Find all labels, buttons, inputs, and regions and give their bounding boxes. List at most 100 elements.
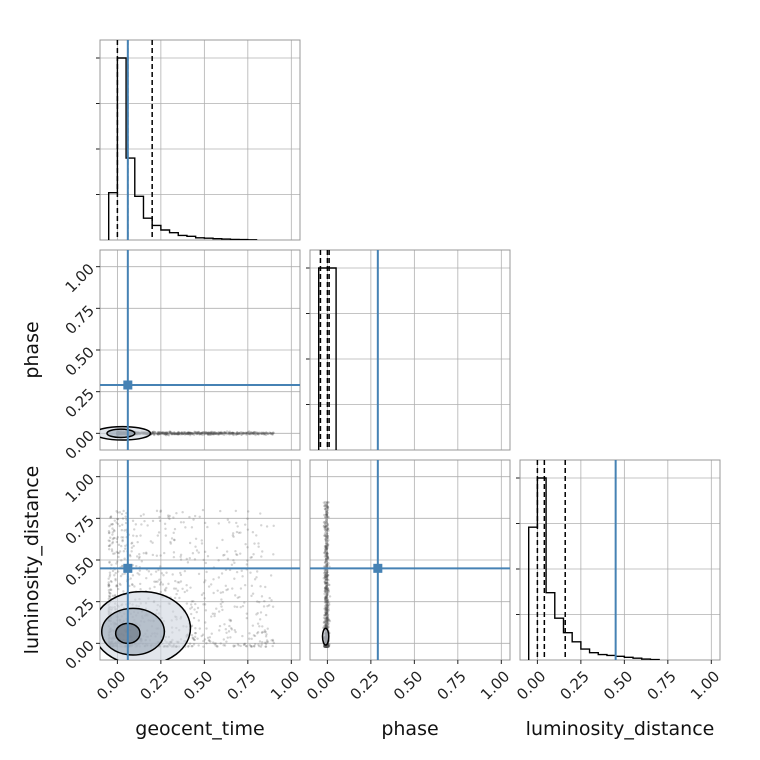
scatter-point — [325, 645, 329, 648]
scatter-point — [324, 513, 327, 516]
scatter-point — [179, 521, 183, 524]
scatter-point — [220, 430, 223, 434]
scatter-point — [186, 432, 189, 435]
scatter-point — [150, 432, 154, 435]
scatter-point — [324, 560, 327, 564]
scatter-point — [224, 628, 228, 631]
scatter-point — [164, 431, 167, 435]
scatter-point — [142, 513, 145, 516]
scatter-point — [153, 432, 156, 435]
scatter-point — [249, 645, 253, 648]
scatter-point — [139, 582, 142, 586]
scatter-point — [258, 431, 261, 434]
scatter-point — [195, 431, 198, 435]
scatter-point — [223, 431, 226, 435]
scatter-point — [269, 432, 272, 435]
scatter-point — [210, 432, 214, 435]
scatter-point — [325, 554, 328, 557]
scatter-point — [326, 506, 329, 510]
scatter-point — [164, 589, 167, 592]
scatter-point — [325, 616, 329, 619]
scatter-point — [323, 504, 326, 508]
scatter-point — [325, 539, 328, 542]
scatter-point — [209, 431, 212, 434]
scatter-point — [227, 432, 230, 436]
scatter-point — [223, 432, 226, 435]
scatter-point — [323, 596, 327, 599]
scatter-point — [322, 565, 326, 568]
scatter-point — [177, 433, 180, 436]
scatter-point — [214, 432, 217, 435]
scatter-point — [168, 517, 171, 521]
scatter-point — [325, 645, 328, 648]
scatter-point — [193, 558, 197, 561]
scatter-point — [168, 431, 172, 434]
scatter-point — [265, 639, 269, 642]
scatter-point — [222, 554, 225, 557]
scatter-point — [194, 537, 198, 541]
scatter-point — [324, 545, 327, 549]
scatter-point — [325, 575, 328, 579]
scatter-point — [169, 542, 173, 545]
scatter-point — [325, 605, 328, 608]
scatter-point — [326, 617, 329, 621]
scatter-point — [189, 603, 193, 606]
scatter-point — [129, 555, 132, 558]
scatter-point — [198, 433, 202, 436]
scatter-point — [249, 432, 253, 435]
scatter-point — [325, 603, 329, 606]
scatter-point — [168, 432, 171, 435]
scatter-point — [223, 553, 226, 557]
scatter-point — [324, 545, 328, 548]
scatter-point — [185, 602, 189, 605]
scatter-point — [218, 432, 222, 435]
scatter-point — [163, 588, 167, 591]
scatter-point — [324, 578, 328, 581]
scatter-point — [170, 432, 174, 435]
scatter-point — [203, 432, 207, 436]
scatter-point — [325, 603, 328, 606]
scatter-point — [325, 521, 328, 524]
scatter-point — [186, 431, 190, 435]
scatter-point — [327, 644, 330, 647]
scatter-point — [165, 571, 168, 574]
scatter-point — [236, 431, 239, 434]
scatter-point — [171, 432, 175, 435]
scatter-point — [324, 607, 328, 611]
scatter-point — [189, 431, 193, 435]
scatter-point — [194, 602, 197, 606]
scatter-point — [108, 596, 111, 599]
scatter-point — [263, 599, 266, 603]
scatter-point — [325, 542, 328, 546]
x-tick-label: 0.25 — [347, 667, 383, 703]
scatter-point — [121, 523, 124, 527]
scatter-point — [203, 597, 206, 600]
scatter-point — [180, 432, 184, 436]
scatter-point — [113, 593, 117, 597]
scatter-point — [108, 573, 112, 577]
x-axis-label-phase: phase — [381, 718, 438, 740]
scatter-point — [243, 642, 247, 646]
scatter-point — [109, 516, 112, 519]
scatter-point — [232, 559, 235, 562]
scatter-point — [324, 506, 328, 509]
scatter-point — [324, 548, 328, 551]
scatter-point — [208, 636, 212, 639]
scatter-point — [219, 431, 222, 435]
scatter-point — [324, 608, 328, 612]
scatter-point — [323, 527, 327, 531]
scatter-point — [143, 519, 146, 523]
scatter-point — [224, 431, 228, 435]
scatter-point — [115, 550, 118, 554]
scatter-point — [257, 643, 260, 646]
scatter-point — [172, 432, 176, 436]
scatter-point — [215, 432, 218, 436]
scatter-point — [170, 432, 173, 435]
scatter-point — [253, 645, 256, 648]
scatter-point — [109, 523, 113, 526]
scatter-point — [163, 432, 166, 436]
scatter-point — [177, 432, 181, 436]
scatter-point — [187, 431, 190, 435]
scatter-point — [325, 574, 329, 578]
scatter-point — [324, 625, 328, 629]
